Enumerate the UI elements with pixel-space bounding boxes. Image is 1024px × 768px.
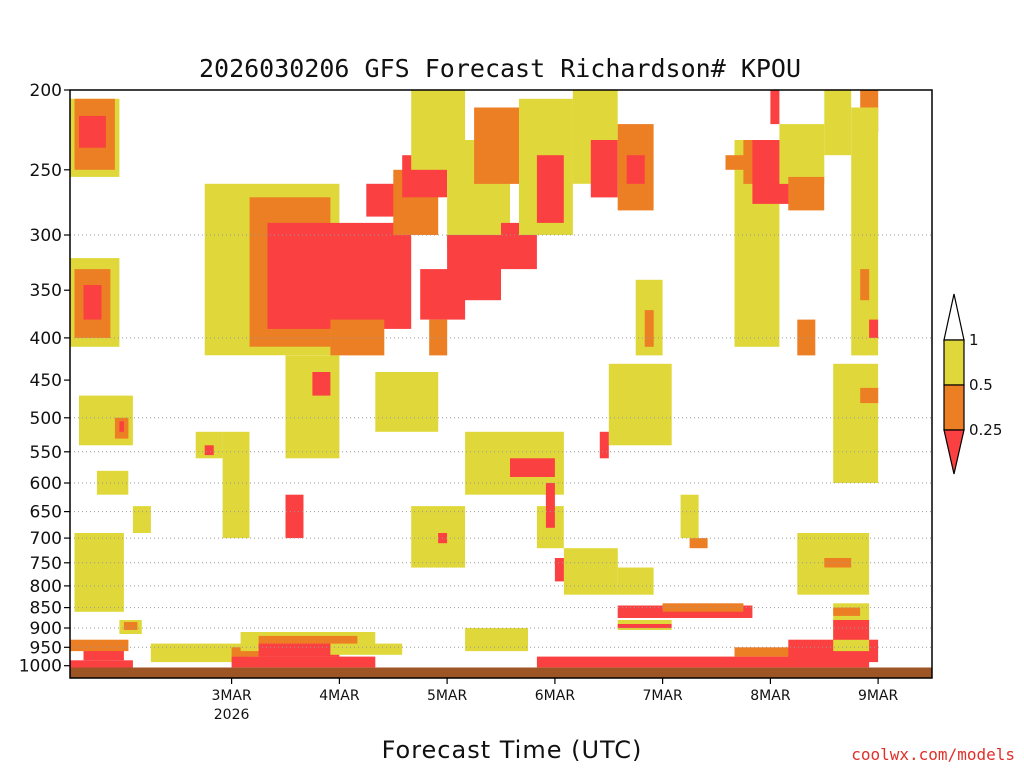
y-tick-label-200: 200 bbox=[30, 81, 62, 101]
ri-cell-68 bbox=[833, 607, 861, 616]
ri-cell-83 bbox=[869, 319, 879, 338]
ri-cell-31 bbox=[536, 155, 564, 223]
ri-cell-55 bbox=[231, 647, 277, 657]
ri-cell-72 bbox=[860, 387, 879, 404]
ri-cell-12 bbox=[123, 622, 138, 630]
y-tick-label-350: 350 bbox=[30, 281, 62, 301]
ri-cell-47 bbox=[563, 548, 618, 595]
ri-cell-78 bbox=[770, 90, 780, 125]
ri-cell-42 bbox=[375, 372, 439, 432]
ri-cell-87 bbox=[204, 445, 214, 456]
y-tick-label-250: 250 bbox=[30, 161, 62, 181]
ri-cell-44 bbox=[510, 458, 555, 477]
colorbar-bottom-red bbox=[943, 429, 965, 475]
ri-cell-48 bbox=[554, 558, 564, 582]
ri-cell-63 bbox=[734, 647, 825, 657]
ri-cell-46 bbox=[545, 483, 555, 528]
ri-cell-67 bbox=[833, 620, 870, 640]
ri-cell-2 bbox=[79, 115, 106, 148]
ri-cell-49 bbox=[617, 567, 654, 595]
x-axis: 3MAR 2026 4MAR 5MAR 6MAR 7MAR 8MAR 9MAR bbox=[211, 678, 899, 723]
ri-cell-89 bbox=[689, 538, 708, 549]
colorbar-legend: 1 0.5 0.25 bbox=[943, 293, 1002, 475]
ri-cell-5 bbox=[83, 285, 102, 320]
colorbar-label-0.25: 0.25 bbox=[969, 421, 1002, 439]
ri-cell-35 bbox=[626, 155, 645, 184]
ri-cell-85 bbox=[725, 155, 744, 170]
richardson-cells bbox=[70, 90, 879, 668]
y-tick-label-900: 900 bbox=[30, 619, 62, 639]
ri-cell-15 bbox=[132, 506, 151, 533]
ri-cell-82 bbox=[860, 269, 870, 301]
ri-cell-33 bbox=[590, 140, 618, 198]
y-tick-label-850: 850 bbox=[30, 599, 62, 619]
ri-cell-18 bbox=[267, 222, 412, 329]
ri-cell-62 bbox=[536, 656, 870, 668]
y-tick-label-800: 800 bbox=[30, 577, 62, 597]
ri-cell-39 bbox=[599, 431, 609, 459]
x-tick-label-6MAR: 6MAR bbox=[535, 688, 576, 704]
ri-cell-79 bbox=[824, 90, 852, 156]
x-axis-label: Forecast Time (UTC) bbox=[382, 736, 643, 764]
ri-cell-61 bbox=[231, 656, 376, 668]
y-tick-label-950: 950 bbox=[30, 638, 62, 658]
ri-cell-19 bbox=[330, 319, 385, 356]
ri-cell-51 bbox=[662, 603, 744, 612]
ri-cell-77 bbox=[788, 176, 825, 211]
ri-cell-40 bbox=[285, 355, 340, 459]
ri-cell-10 bbox=[74, 533, 124, 612]
x-tick-sublabel-3MAR: 2026 bbox=[214, 707, 250, 723]
ri-cell-88 bbox=[222, 431, 250, 539]
plot-frame bbox=[69, 89, 933, 679]
ri-cell-58 bbox=[258, 643, 340, 657]
y-tick-label-650: 650 bbox=[30, 503, 62, 523]
y-tick-label-450: 450 bbox=[30, 371, 62, 391]
x-tick-label-4MAR: 4MAR bbox=[319, 688, 360, 704]
x-tick-label-9MAR: 9MAR bbox=[858, 688, 899, 704]
credit-link[interactable]: coolwx.com/models bbox=[851, 745, 1015, 764]
ri-cell-71 bbox=[833, 363, 879, 483]
colorbar-label-0.5: 0.5 bbox=[969, 376, 993, 394]
ri-cell-9 bbox=[96, 470, 129, 495]
ground-layer bbox=[70, 667, 932, 678]
colorbar-orange bbox=[943, 384, 965, 431]
ri-cell-70 bbox=[824, 558, 852, 568]
y-tick-label-1000: 1000 bbox=[19, 657, 62, 677]
ri-cell-90 bbox=[680, 494, 699, 539]
y-tick-label-500: 500 bbox=[30, 409, 62, 429]
ri-cell-81 bbox=[851, 107, 879, 356]
x-tick-label-8MAR: 8MAR bbox=[750, 688, 791, 704]
y-tick-label-700: 700 bbox=[30, 529, 62, 549]
colorbar-label-1: 1 bbox=[969, 331, 979, 349]
ri-cell-53 bbox=[617, 624, 672, 628]
y-tick-label-750: 750 bbox=[30, 554, 62, 574]
x-tick-label-3MAR: 3MAR bbox=[211, 688, 252, 704]
ri-cell-27 bbox=[447, 235, 501, 301]
ri-cell-38 bbox=[608, 363, 672, 446]
ri-cell-60 bbox=[70, 660, 133, 668]
y-tick-label-550: 550 bbox=[30, 443, 62, 463]
y-axis: 200 250 300 350 400 450 500 550 600 650 700 750 8008… bbox=[19, 81, 70, 677]
ri-cell-37 bbox=[644, 310, 654, 347]
colorbar-top-white bbox=[943, 293, 965, 341]
y-tick-label-400: 400 bbox=[30, 329, 62, 349]
y-tick-label-600: 600 bbox=[30, 474, 62, 494]
x-tick-label-5MAR: 5MAR bbox=[427, 688, 468, 704]
y-tick-label-300: 300 bbox=[30, 226, 62, 246]
chart-title: 2026030206 GFS Forecast Richardson# KPOU bbox=[199, 54, 801, 83]
ri-cell-54 bbox=[150, 643, 250, 663]
ri-cell-59 bbox=[330, 643, 403, 655]
colorbar-yellow bbox=[943, 339, 965, 386]
ri-cell-65 bbox=[465, 628, 528, 652]
x-tick-label-7MAR: 7MAR bbox=[642, 688, 683, 704]
ri-cell-14 bbox=[70, 639, 129, 652]
ri-cell-8 bbox=[119, 421, 124, 432]
ri-cell-76 bbox=[779, 124, 825, 184]
ground-band bbox=[70, 667, 932, 678]
ri-cell-91 bbox=[285, 494, 304, 539]
ri-cell-41 bbox=[312, 372, 331, 396]
